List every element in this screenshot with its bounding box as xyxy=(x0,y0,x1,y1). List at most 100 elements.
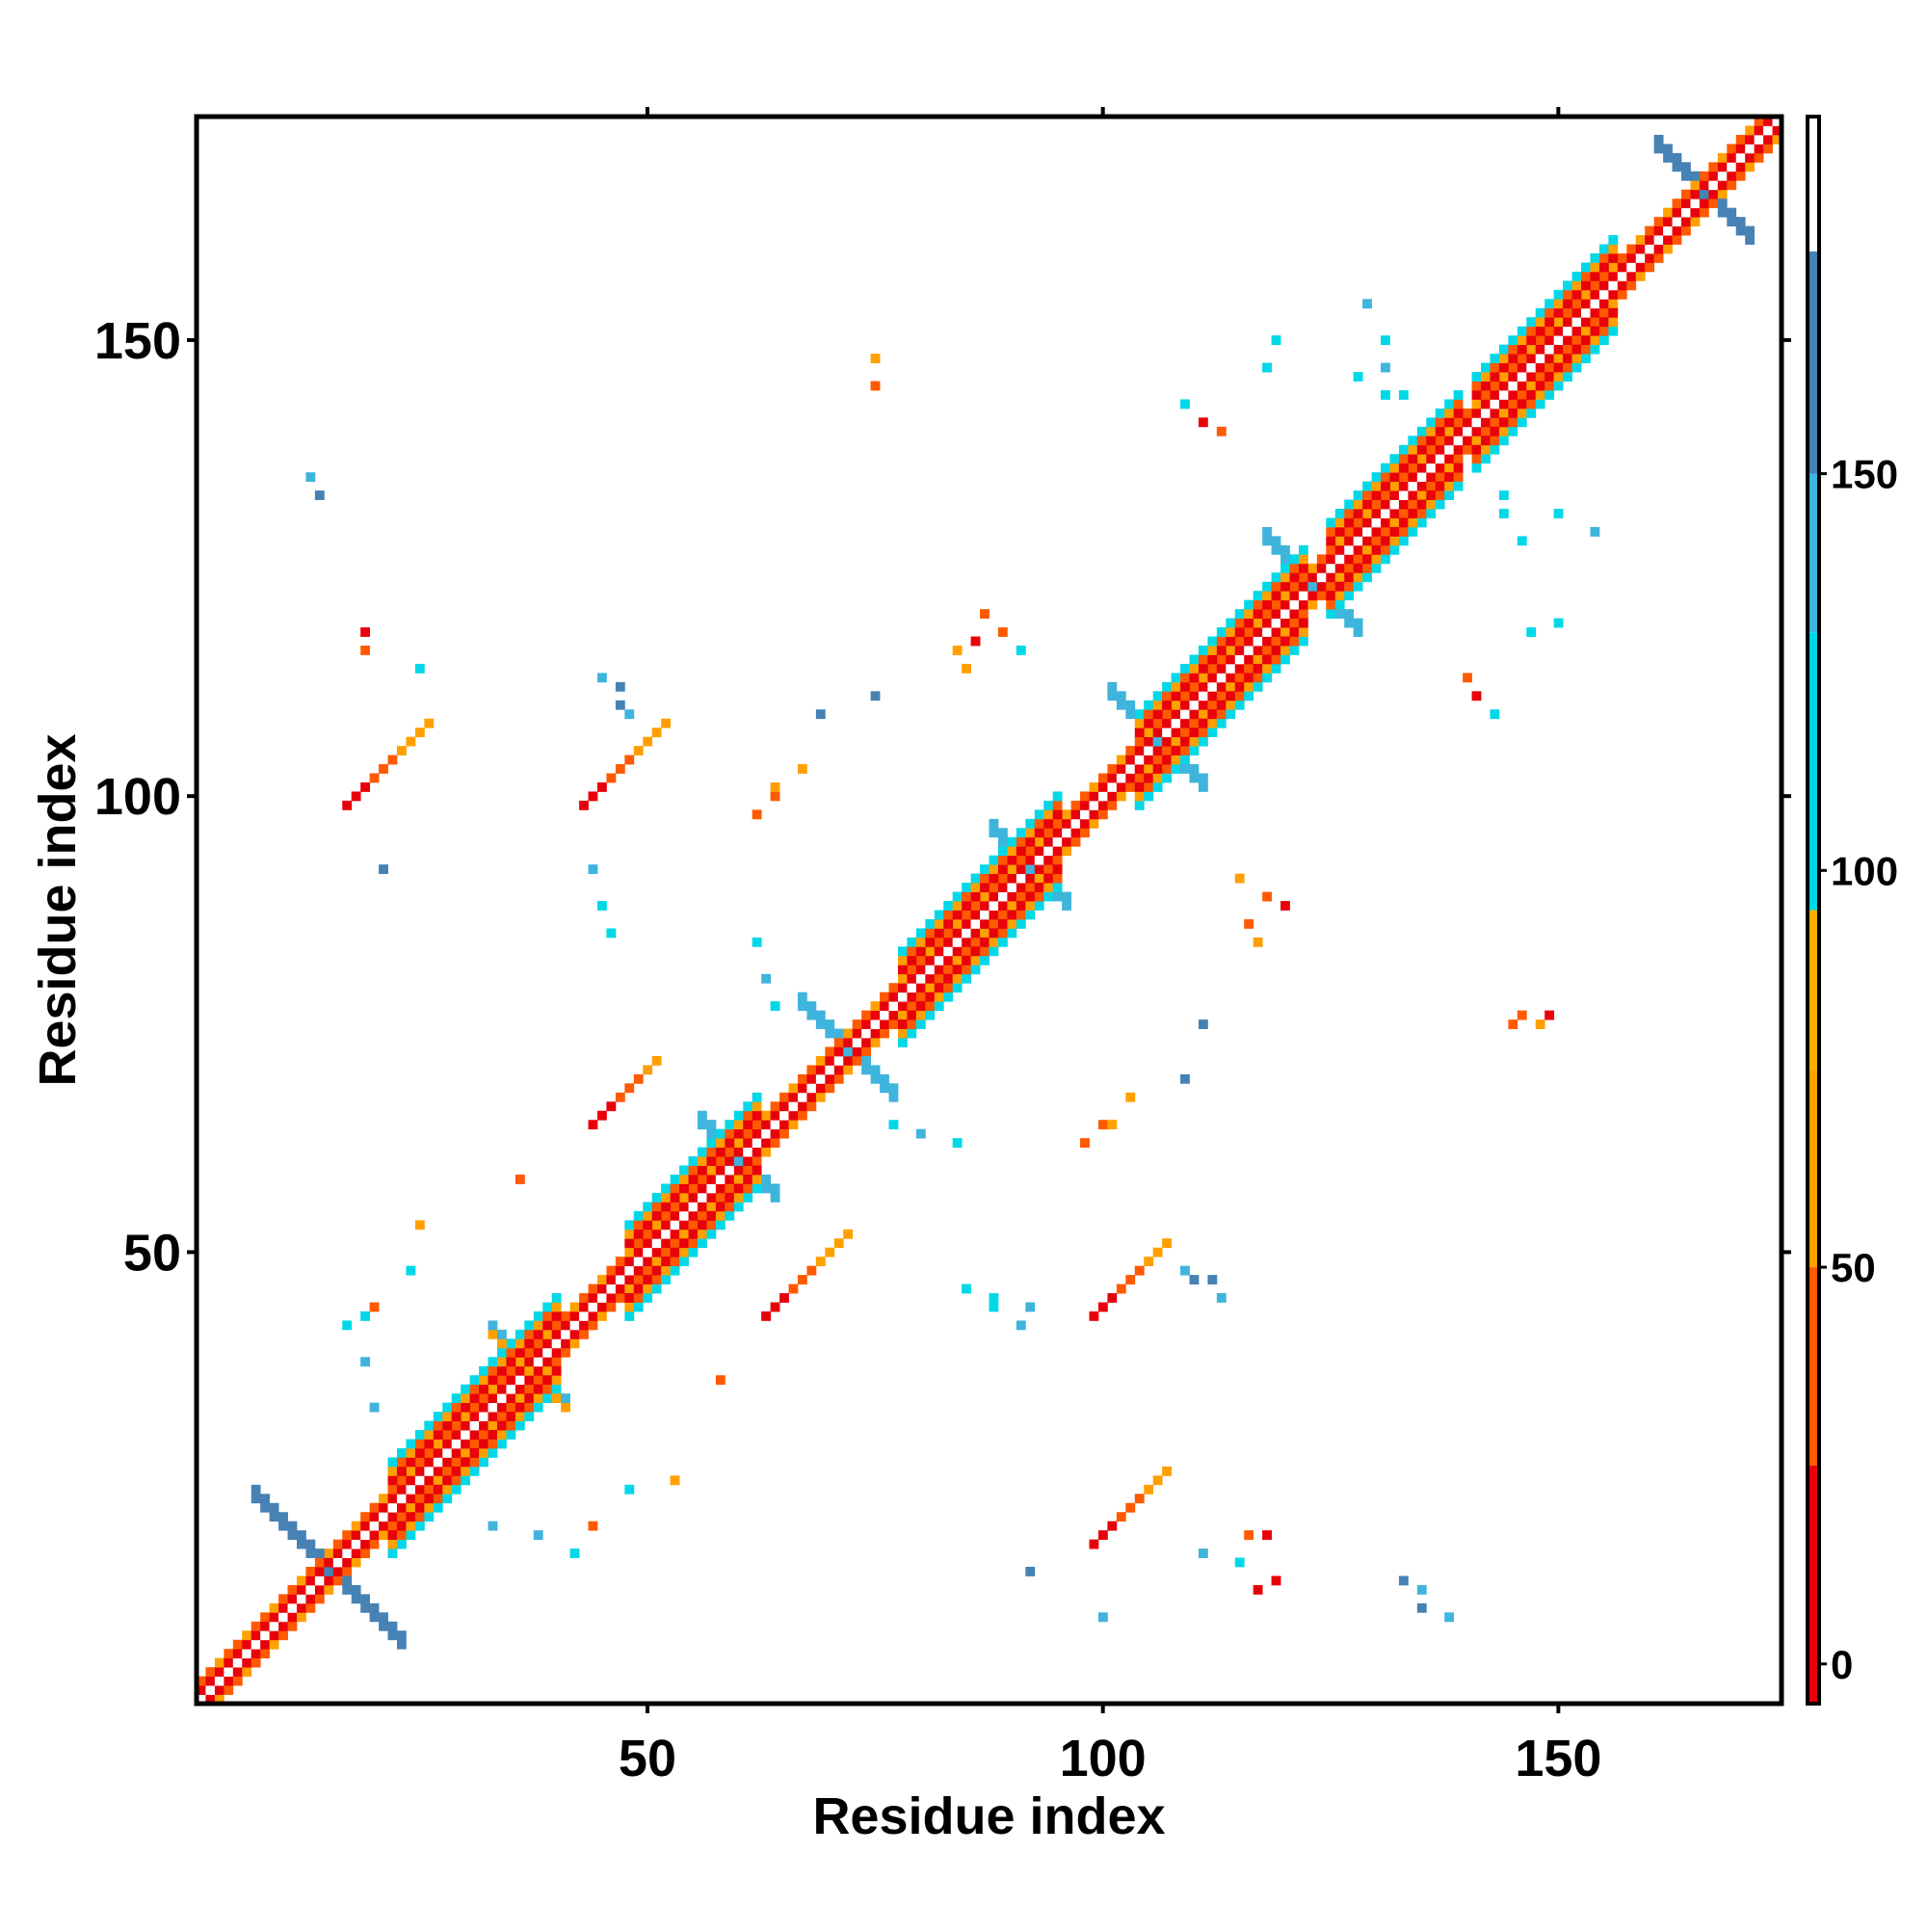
heatmap-cell xyxy=(342,1530,353,1541)
heatmap-cell xyxy=(369,1502,380,1513)
heatmap-cell xyxy=(997,910,1008,920)
heatmap-cell xyxy=(588,1521,598,1531)
heatmap-cell xyxy=(825,1055,835,1066)
heatmap-cell xyxy=(997,901,1008,911)
heatmap-cell xyxy=(1234,663,1245,674)
heatmap-cell xyxy=(989,883,999,892)
heatmap-cell xyxy=(1490,389,1500,400)
heatmap-cell xyxy=(915,955,926,966)
heatmap-cell xyxy=(688,1220,699,1231)
heatmap-cell xyxy=(825,1247,835,1257)
heatmap-cell xyxy=(651,1210,662,1221)
heatmap-cell xyxy=(697,1147,707,1157)
heatmap-cell xyxy=(1672,162,1682,172)
heatmap-cell xyxy=(360,1539,371,1549)
heatmap-cell xyxy=(1180,718,1190,728)
heatmap-cell xyxy=(396,1512,407,1522)
heatmap-cell xyxy=(469,1375,480,1386)
heatmap-cell xyxy=(351,1539,361,1549)
heatmap-cell xyxy=(1234,681,1245,692)
heatmap-cell xyxy=(897,1038,908,1047)
heatmap-cell xyxy=(861,1055,871,1066)
heatmap-cell xyxy=(962,937,971,947)
heatmap-cell xyxy=(643,1265,653,1276)
heatmap-cell xyxy=(387,1621,398,1631)
heatmap-cell xyxy=(1216,681,1227,692)
heatmap-cell xyxy=(1626,262,1637,273)
heatmap-cell xyxy=(1070,836,1081,847)
heatmap-cell xyxy=(897,983,908,993)
heatmap-cell xyxy=(1189,764,1200,774)
heatmap-cell xyxy=(1498,417,1509,428)
heatmap-cell xyxy=(461,1430,471,1440)
heatmap-cell xyxy=(1316,572,1327,583)
heatmap-cell xyxy=(688,1175,699,1184)
heatmap-cell xyxy=(1353,581,1363,592)
heatmap-cell xyxy=(1381,389,1390,400)
heatmap-cell xyxy=(888,992,899,1002)
heatmap-cell xyxy=(515,1347,525,1358)
heatmap-cell xyxy=(1653,235,1664,245)
heatmap-cell xyxy=(406,1521,416,1531)
heatmap-cell xyxy=(1262,646,1272,655)
heatmap-cell xyxy=(1590,526,1600,537)
heatmap-cell xyxy=(1453,417,1464,428)
heatmap-cell xyxy=(596,1284,607,1294)
heatmap-cell xyxy=(596,673,607,683)
heatmap-cell xyxy=(888,1120,899,1130)
heatmap-cell xyxy=(1244,1530,1254,1541)
heatmap-cell xyxy=(670,1192,680,1203)
heatmap-cell xyxy=(479,1412,488,1421)
heatmap-cell xyxy=(715,1202,726,1212)
heatmap-cell xyxy=(1171,764,1181,774)
heatmap-cell xyxy=(251,1657,261,1668)
heatmap-cell xyxy=(269,1639,279,1650)
heatmap-cell xyxy=(424,1484,435,1495)
heatmap-cell xyxy=(1016,883,1026,892)
heatmap-cell xyxy=(1125,700,1136,710)
heatmap-cell xyxy=(1334,581,1345,592)
heatmap-cell xyxy=(633,1247,644,1257)
heatmap-cell xyxy=(697,1202,707,1212)
heatmap-cell xyxy=(1435,490,1445,500)
heatmap-cell xyxy=(1052,800,1063,810)
heatmap-cell xyxy=(1253,599,1263,610)
heatmap-cell xyxy=(1389,509,1400,518)
heatmap-cell xyxy=(387,1466,398,1476)
heatmap-cell xyxy=(706,1128,717,1139)
heatmap-cell xyxy=(1089,791,1099,802)
heatmap-cell xyxy=(661,1257,672,1267)
heatmap-cell xyxy=(651,1192,662,1203)
heatmap-cell xyxy=(1043,873,1054,884)
heatmap-cell xyxy=(1025,855,1036,865)
heatmap-cell xyxy=(943,910,954,920)
y-tick-label: 150 xyxy=(94,312,181,370)
heatmap-cell xyxy=(624,1257,635,1267)
heatmap-cell xyxy=(1271,663,1281,674)
heatmap-cell xyxy=(442,1430,453,1440)
heatmap-cell xyxy=(1062,818,1071,829)
colorbar-tick-label: 0 xyxy=(1831,1642,1853,1687)
heatmap-cell xyxy=(1535,362,1545,373)
heatmap-cell xyxy=(1381,463,1390,473)
heatmap-cell xyxy=(433,1502,443,1513)
heatmap-cell xyxy=(1398,490,1409,500)
heatmap-cell xyxy=(551,1310,562,1321)
heatmap-cell xyxy=(305,1567,316,1576)
heatmap-cell xyxy=(414,1457,425,1468)
heatmap-cell xyxy=(1745,152,1755,163)
heatmap-cell xyxy=(406,736,416,747)
heatmap-cell xyxy=(907,992,917,1002)
heatmap-cell xyxy=(679,1238,689,1249)
heatmap-cell xyxy=(1544,299,1555,309)
heatmap-cell xyxy=(488,1393,498,1404)
heatmap-cell xyxy=(1198,673,1208,683)
heatmap-cell xyxy=(496,1439,507,1449)
heatmap-cell xyxy=(1617,271,1627,281)
heatmap-cell xyxy=(1745,134,1755,145)
heatmap-cell xyxy=(533,1402,543,1413)
heatmap-cell xyxy=(387,1630,398,1641)
heatmap-cell xyxy=(224,1685,234,1695)
heatmap-cell xyxy=(1043,846,1054,857)
heatmap-cell xyxy=(1444,408,1455,418)
